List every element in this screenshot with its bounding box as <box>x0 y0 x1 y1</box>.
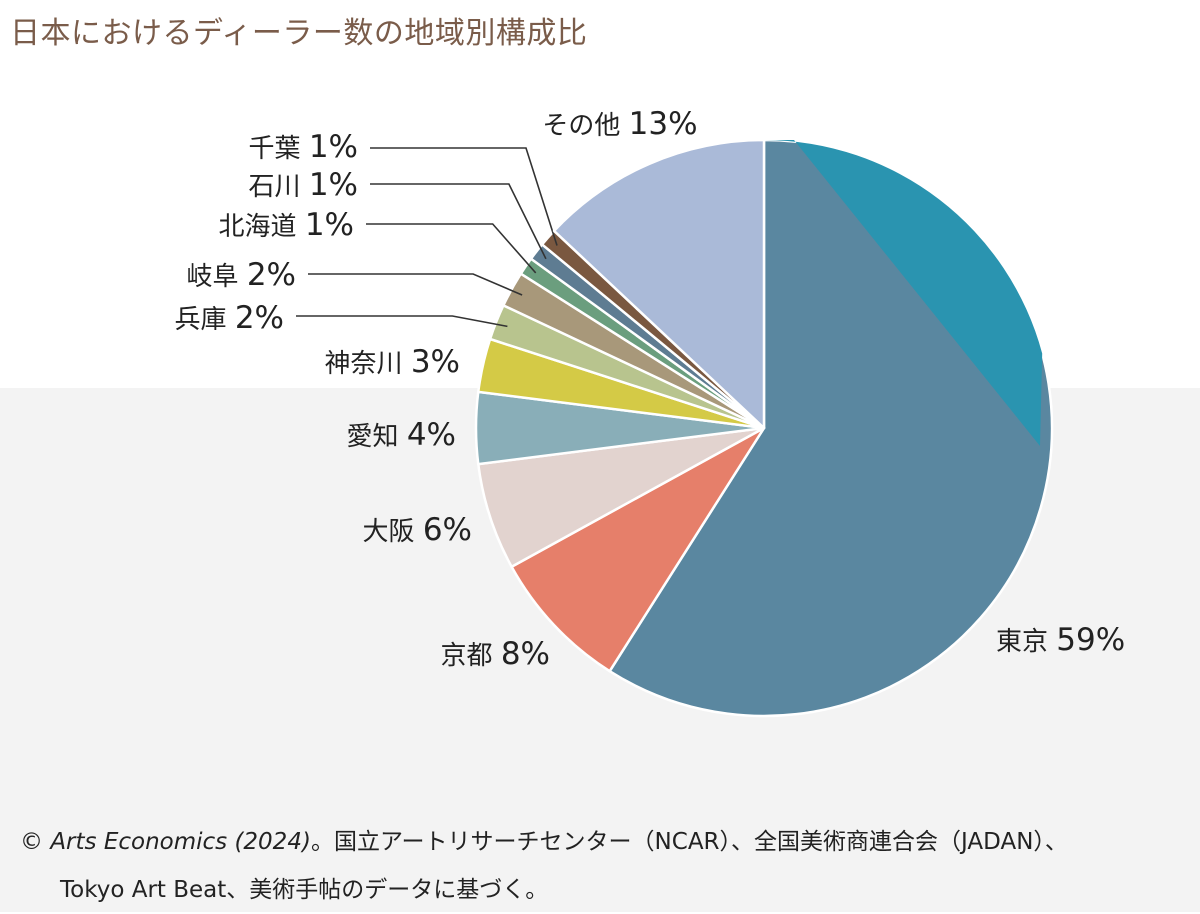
pie-label-6: 岐阜 2% <box>187 257 296 293</box>
leader-line-6 <box>308 273 523 296</box>
copyright-symbol: © <box>20 829 43 855</box>
source-text-line2: Tokyo Art Beat、美術手帖のデータに基づく。 <box>60 877 549 903</box>
leader-line-9 <box>370 147 558 246</box>
pie-label-0: 東京 59% <box>996 622 1125 658</box>
source-citation: Arts Economics (2024) <box>50 829 311 855</box>
pie-label-2: 大阪 6% <box>363 512 472 548</box>
pie-slice-accent <box>764 140 1043 446</box>
pie-label-4: 神奈川 3% <box>325 344 460 380</box>
pie-slice-10 <box>552 138 766 430</box>
pie-label-3: 愛知 4% <box>347 417 456 453</box>
chart-title: 日本におけるディーラー数の地域別構成比 <box>10 16 588 51</box>
pie-label-8: 石川 1% <box>249 167 358 203</box>
pie-label-1: 京都 8% <box>441 636 550 672</box>
leader-line-8 <box>370 183 547 260</box>
pie-label-10: その他 13% <box>542 106 697 142</box>
source-text-line1: 。国立アートリサーチセンター（NCAR）、全国美術商連合会（JADAN）、 <box>310 829 1068 855</box>
source-note: © Arts Economics (2024)。国立アートリサーチセンター（NC… <box>20 818 1195 914</box>
pie-label-5: 兵庫 2% <box>175 300 284 336</box>
pie-label-7: 北海道 1% <box>219 207 354 243</box>
pie-chart: 東京 59% 京都 8% 大阪 6% 愛知 4% 神奈川 3% 兵庫 2% 岐阜 2% 北海道… <box>175 106 1125 718</box>
pie-slice-1 <box>510 426 766 673</box>
leader-line-7 <box>366 223 537 274</box>
leader-line-5 <box>296 315 508 328</box>
pie-label-9: 千葉 1% <box>249 129 358 165</box>
